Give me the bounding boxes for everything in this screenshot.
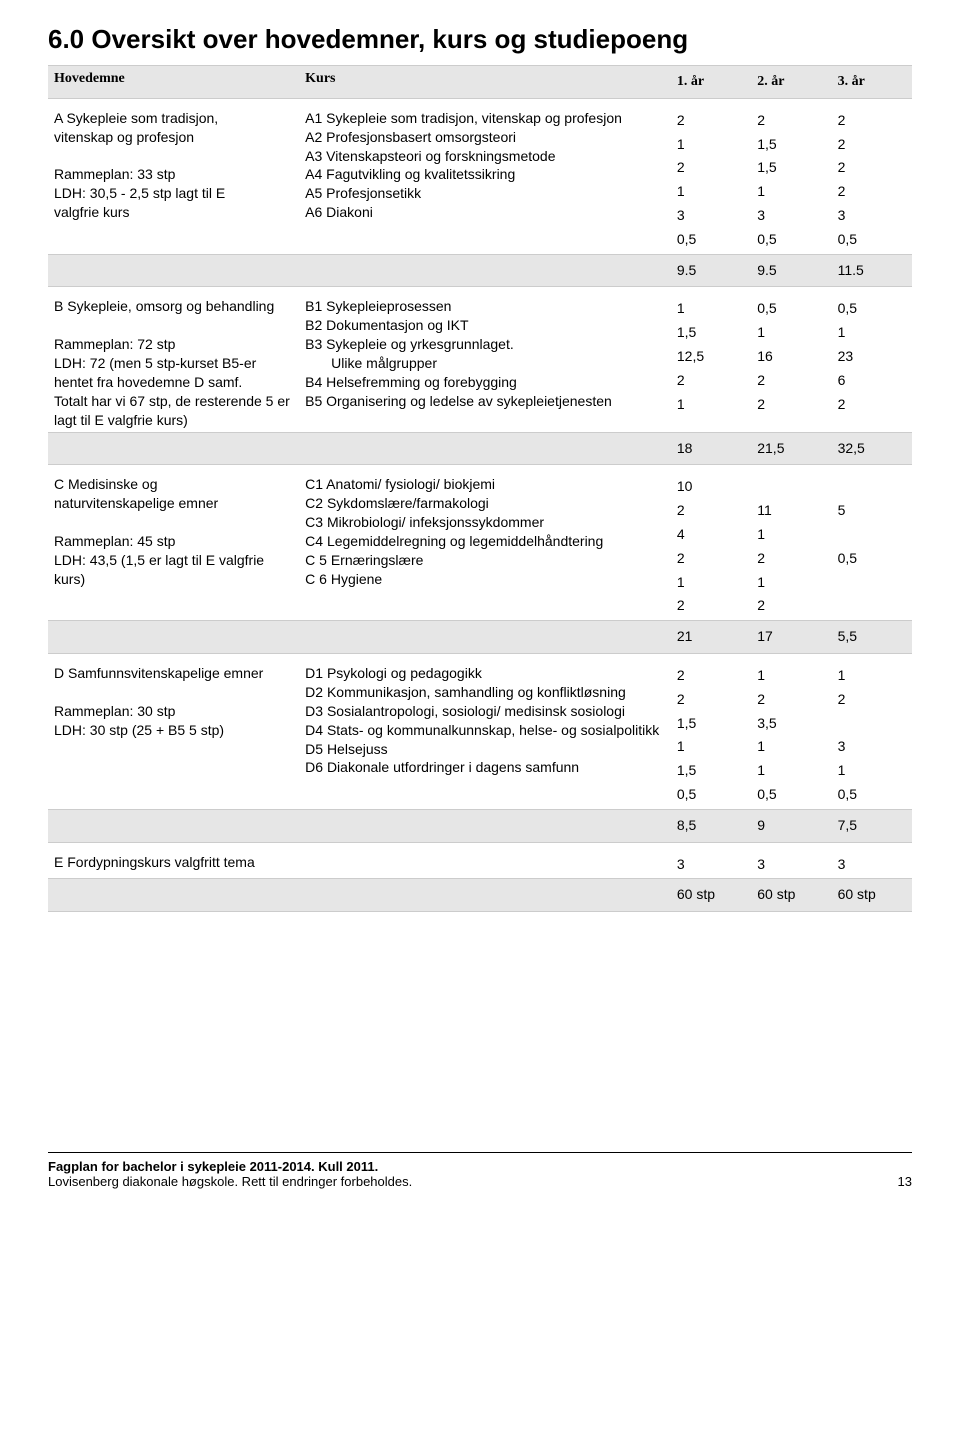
section-y3: 12 310,5: [832, 653, 912, 809]
course-label: B3 Sykepleie og yrkesgrunnlaget.: [305, 335, 665, 354]
course-label: D4 Stats- og kommunalkunnskap, helse- og…: [305, 721, 665, 740]
section-y1: 212130,5: [671, 98, 751, 254]
subtotal-y3: 7,5: [832, 809, 912, 842]
header-year1: 1. år: [671, 66, 751, 99]
course-label: D1 Psykologi og pedagogikk: [305, 664, 665, 683]
section-y3: 0,512362: [832, 287, 912, 432]
e-y2: 3: [751, 842, 831, 879]
section-y1: 11,512,521: [671, 287, 751, 432]
header-kurs: Kurs: [299, 66, 671, 99]
course-label: A4 Fagutvikling og kvalitetssikring: [305, 165, 665, 184]
course-label: B4 Helsefremming og forebygging: [305, 373, 665, 392]
subtotal-y1: 18: [671, 432, 751, 465]
header-year3: 3. år: [832, 66, 912, 99]
section-y1: 1024212: [671, 465, 751, 621]
course-label: B2 Dokumentasjon og IKT: [305, 316, 665, 335]
course-label: B1 Sykepleieprosessen: [305, 297, 665, 316]
course-label: A5 Profesjonsetikk: [305, 184, 665, 203]
header-year2: 2. år: [751, 66, 831, 99]
subtotal-row: 21175,5: [48, 621, 912, 654]
subtotal-y3: 11.5: [832, 254, 912, 287]
course-label: C 5 Ernæringslære: [305, 551, 665, 570]
section-y3: 222230,5: [832, 98, 912, 254]
course-label: C 6 Hygiene: [305, 570, 665, 589]
section-y2: 111212: [751, 465, 831, 621]
subtotal-row: 1821,532,5: [48, 432, 912, 465]
course-label: A2 Profesjonsbasert omsorgsteori: [305, 128, 665, 147]
page-footer: Fagplan for bachelor i sykepleie 2011-20…: [48, 1152, 912, 1189]
e-y3: 3: [832, 842, 912, 879]
section-y2: 0,511622: [751, 287, 831, 432]
subtotal-y2: 17: [751, 621, 831, 654]
section-y2: 21,51,5130,5: [751, 98, 831, 254]
section-row: B Sykepleie, omsorg og behandling Rammep…: [48, 287, 912, 432]
course-label: D3 Sosialantropologi, sosiologi/ medisin…: [305, 702, 665, 721]
section-y1: 221,511,50,5: [671, 653, 751, 809]
subtotal-row: 8,597,5: [48, 809, 912, 842]
footer-line2: Lovisenberg diakonale høgskole. Rett til…: [48, 1174, 912, 1189]
section-courses: B1 SykepleieprosessenB2 Dokumentasjon og…: [299, 287, 671, 432]
subtotal-y3: 5,5: [832, 621, 912, 654]
subtotal-y1: 8,5: [671, 809, 751, 842]
course-label: D2 Kommunikasjon, samhandling og konflik…: [305, 683, 665, 702]
e-y1: 3: [671, 842, 751, 879]
e-row: E Fordypningskurs valgfritt tema333: [48, 842, 912, 879]
subtotal-y1: 21: [671, 621, 751, 654]
section-left: B Sykepleie, omsorg og behandling Rammep…: [48, 287, 299, 432]
header-hovedemne: Hovedemne: [48, 66, 299, 99]
course-label: C1 Anatomi/ fysiologi/ biokjemi: [305, 475, 665, 494]
course-label: C2 Sykdomslære/farmakologi: [305, 494, 665, 513]
subtotal-y2: 9.5: [751, 254, 831, 287]
page-title: 6.0 Oversikt over hovedemner, kurs og st…: [48, 24, 912, 55]
course-sublabel: Ulike målgrupper: [305, 354, 665, 373]
section-left: D Samfunnsvitenskapelige emner Rammeplan…: [48, 653, 299, 809]
course-label: C4 Legemiddelregning og legemiddelhåndte…: [305, 532, 665, 551]
subtotal-y2: 21,5: [751, 432, 831, 465]
section-row: D Samfunnsvitenskapelige emner Rammeplan…: [48, 653, 912, 809]
course-label: D5 Helsejuss: [305, 740, 665, 759]
section-left: C Medisinske og naturvitenskapelige emne…: [48, 465, 299, 621]
section-left: A Sykepleie som tradisjon, vitenskap og …: [48, 98, 299, 254]
table-header-row: Hovedemne Kurs 1. år 2. år 3. år: [48, 66, 912, 99]
section-courses: D1 Psykologi og pedagogikkD2 Kommunikasj…: [299, 653, 671, 809]
section-courses: C1 Anatomi/ fysiologi/ biokjemiC2 Sykdom…: [299, 465, 671, 621]
section-row: C Medisinske og naturvitenskapelige emne…: [48, 465, 912, 621]
course-label: A6 Diakoni: [305, 203, 665, 222]
total-y3: 60 stp: [832, 879, 912, 912]
subtotal-row: 9.59.511.5: [48, 254, 912, 287]
course-label: B5 Organisering og ledelse av sykepleiet…: [305, 392, 665, 411]
section-y2: 123,5110,5: [751, 653, 831, 809]
course-label: C3 Mikrobiologi/ infeksjonssykdommer: [305, 513, 665, 532]
subtotal-y2: 9: [751, 809, 831, 842]
e-label: E Fordypningskurs valgfritt tema: [48, 842, 299, 879]
course-label: A1 Sykepleie som tradisjon, vitenskap og…: [305, 109, 665, 128]
course-label: A3 Vitenskapsteori og forskningsmetode: [305, 147, 665, 166]
total-row: 60 stp60 stp60 stp: [48, 879, 912, 912]
total-y1: 60 stp: [671, 879, 751, 912]
section-row: A Sykepleie som tradisjon, vitenskap og …: [48, 98, 912, 254]
subtotal-y3: 32,5: [832, 432, 912, 465]
curriculum-table: Hovedemne Kurs 1. år 2. år 3. år A Sykep…: [48, 65, 912, 912]
course-label: D6 Diakonale utfordringer i dagens samfu…: [305, 758, 665, 777]
footer-line1: Fagplan for bachelor i sykepleie 2011-20…: [48, 1159, 912, 1174]
page-number: 13: [898, 1174, 912, 1189]
total-y2: 60 stp: [751, 879, 831, 912]
section-courses: A1 Sykepleie som tradisjon, vitenskap og…: [299, 98, 671, 254]
section-y3: 5 0,5: [832, 465, 912, 621]
subtotal-y1: 9.5: [671, 254, 751, 287]
